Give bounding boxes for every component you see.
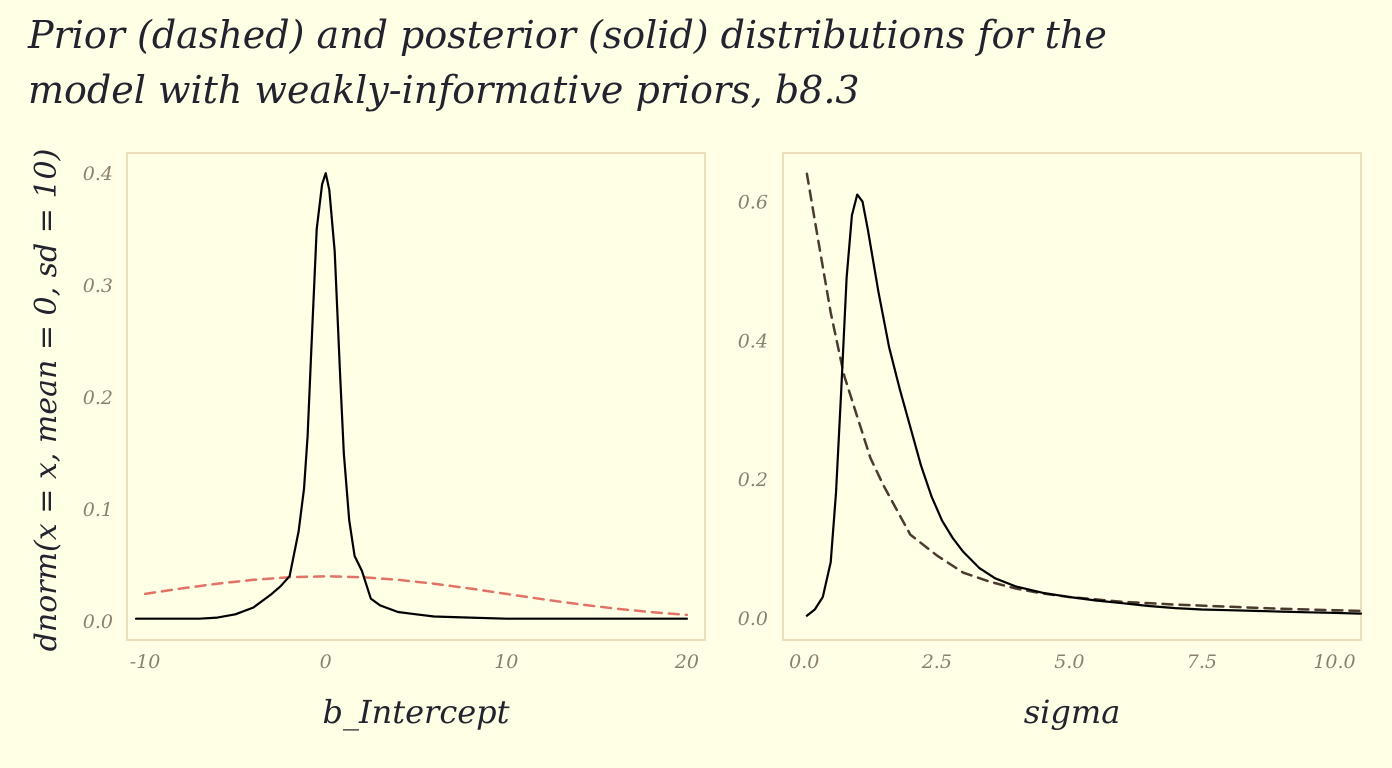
y-tick-label: 0.0 (83, 611, 113, 633)
y-axis-label: dnorm(x = x, mean = 0, sd = 10) (29, 149, 64, 652)
posterior-density-line (805, 193, 1363, 617)
x-tick-label: 20 (674, 651, 699, 673)
panel-b-intercept: -10 0 10 20 0.0 0.1 0.2 0.3 0.4 b_Intercept (83, 152, 706, 731)
y-tick-label: 0.3 (83, 275, 113, 297)
panel-border (126, 152, 706, 641)
y-tick-label: 0.4 (738, 330, 768, 352)
x-tick-label: 7.5 (1187, 651, 1217, 673)
y-tick-label: 0.2 (83, 387, 113, 409)
panel-border (782, 152, 1362, 641)
x-tick-label: 5.0 (1054, 651, 1084, 673)
y-tick-label: 0.2 (738, 469, 768, 491)
panel-sigma: 0.0 2.5 5.0 7.5 10.0 0.0 0.2 0.4 0.6 sigma (738, 152, 1363, 731)
y-tick-label: 0.0 (738, 608, 768, 630)
prior-density-line (143, 575, 689, 617)
series-group (805, 172, 1363, 617)
posterior-density-line (134, 172, 688, 620)
x-tick-label: 0.0 (789, 651, 819, 673)
y-ticks: 0.0 0.2 0.4 0.6 (738, 192, 768, 630)
x-tick-label: 10 (494, 651, 518, 673)
chart-title-line-1: Prior (dashed) and posterior (solid) dis… (27, 13, 1107, 57)
x-tick-label: 0 (320, 651, 332, 673)
x-tick-label: -10 (130, 651, 161, 673)
x-axis-label-sigma: sigma (1024, 693, 1121, 731)
x-axis-label-b-intercept: b_Intercept (322, 693, 509, 731)
prior-density-line (805, 172, 1363, 613)
y-ticks: 0.0 0.1 0.2 0.3 0.4 (83, 163, 113, 633)
chart-title-line-2: model with weakly-informative priors, b8… (28, 68, 860, 112)
x-tick-label: 10.0 (1313, 651, 1355, 673)
y-tick-label: 0.6 (738, 192, 768, 214)
x-tick-label: 2.5 (921, 651, 952, 673)
series-group (134, 172, 689, 620)
x-ticks: -10 0 10 20 (130, 651, 699, 673)
y-tick-label: 0.1 (83, 499, 113, 521)
y-tick-label: 0.4 (83, 163, 113, 185)
x-ticks: 0.0 2.5 5.0 7.5 10.0 (789, 651, 1356, 673)
